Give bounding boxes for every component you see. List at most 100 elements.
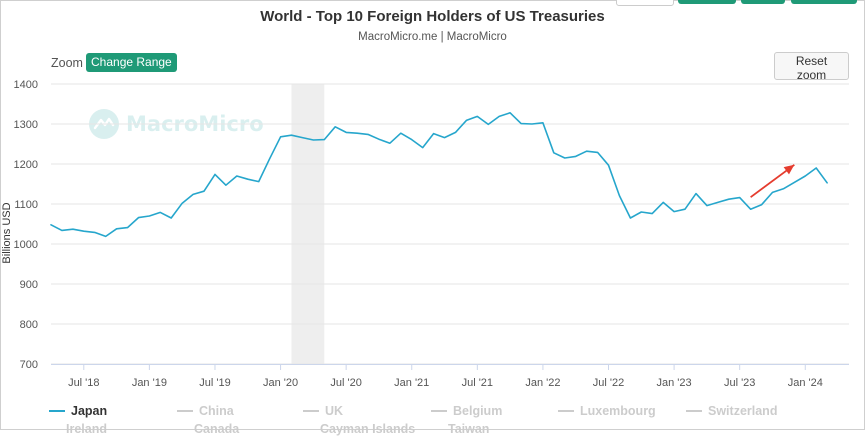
x-tick-label: Jan '24	[788, 377, 823, 389]
data-point	[378, 139, 379, 140]
legend-item-belgium[interactable]: Belgium	[431, 404, 502, 418]
data-point	[783, 188, 784, 189]
data-point	[138, 217, 139, 218]
legend: Japan China UK Belgium Luxembourg Switzerland…	[0, 400, 865, 436]
shaded-range-band	[291, 84, 325, 364]
data-point	[182, 203, 183, 204]
legend-label: Belgium	[453, 404, 503, 418]
data-point	[575, 156, 576, 157]
top-toolbar-button[interactable]	[791, 0, 857, 4]
x-tick-label: Jul '22	[593, 377, 624, 389]
data-point	[280, 136, 281, 137]
legend-swatch	[303, 410, 319, 412]
x-tick-label: Jul '23	[724, 377, 755, 389]
legend-swatch	[49, 410, 65, 412]
x-tick-label: Jan '22	[525, 377, 560, 389]
data-point	[94, 232, 95, 233]
data-point	[531, 123, 532, 124]
data-point	[717, 202, 718, 203]
y-tick-label: 1100	[14, 199, 38, 211]
legend-label: UK	[325, 404, 344, 418]
x-tick-label: Jul '18	[68, 377, 99, 389]
data-point	[488, 124, 489, 125]
data-point	[520, 123, 521, 124]
data-point	[695, 193, 696, 194]
data-point	[149, 215, 150, 216]
legend-item-partial[interactable]: Cayman Islands	[320, 422, 416, 436]
data-point	[728, 199, 729, 200]
x-tick-label: Jan '21	[394, 377, 429, 389]
y-tick-label: 900	[20, 279, 38, 291]
y-tick-label: 1300	[14, 119, 38, 131]
legend-item-switzerland[interactable]: Switzerland	[686, 404, 777, 418]
legend-label: Japan	[71, 404, 108, 418]
data-point	[794, 182, 795, 183]
data-point	[663, 202, 664, 203]
legend-item-partial[interactable]: Ireland	[66, 422, 107, 436]
data-point	[225, 185, 226, 186]
data-point	[61, 230, 62, 231]
legend-swatch	[558, 410, 574, 412]
y-tick-label: 1400	[14, 79, 38, 91]
data-point	[608, 165, 609, 166]
data-point	[236, 175, 237, 176]
data-point	[673, 211, 674, 212]
data-point	[827, 182, 828, 183]
top-toolbar-button[interactable]	[741, 0, 785, 4]
x-tick-label: Jul '21	[462, 377, 493, 389]
x-tick-label: Jan '20	[263, 377, 298, 389]
data-point	[706, 205, 707, 206]
data-point	[761, 204, 762, 205]
legend-item-uk[interactable]: UK	[303, 404, 343, 418]
data-point	[335, 126, 336, 127]
y-tick-label: 700	[20, 359, 38, 371]
top-toolbar-button[interactable]	[616, 0, 674, 6]
data-point	[116, 228, 117, 229]
legend-label: Luxembourg	[580, 404, 656, 418]
x-tick-label: Jan '23	[657, 377, 692, 389]
data-point	[510, 112, 511, 113]
data-point	[641, 211, 642, 212]
data-point	[50, 224, 51, 225]
data-point	[433, 133, 434, 134]
data-point	[444, 137, 445, 138]
data-point	[313, 139, 314, 140]
data-point	[127, 227, 128, 228]
data-point	[619, 195, 620, 196]
data-point	[499, 116, 500, 117]
data-point	[258, 181, 259, 182]
change-range-button[interactable]: Change Range	[86, 53, 177, 72]
y-axis-title: Billions USD	[1, 202, 13, 263]
y-tick-label: 800	[20, 319, 38, 331]
legend-swatch	[686, 410, 702, 412]
data-point	[750, 209, 751, 210]
data-point	[346, 132, 347, 133]
x-tick-label: Jul '19	[199, 377, 230, 389]
data-point	[83, 231, 84, 232]
legend-item-partial[interactable]: Taiwan	[448, 422, 490, 436]
annotation-arrowhead	[783, 164, 795, 175]
data-point	[171, 217, 172, 218]
data-point	[739, 197, 740, 198]
legend-item-partial[interactable]: Canada	[194, 422, 240, 436]
data-point	[816, 167, 817, 168]
data-point	[597, 152, 598, 153]
legend-item-china[interactable]: China	[177, 404, 234, 418]
data-point	[400, 133, 401, 134]
data-point	[105, 236, 106, 237]
data-point	[652, 213, 653, 214]
legend-item-japan[interactable]: Japan	[49, 404, 107, 418]
legend-swatch	[431, 410, 447, 412]
data-point	[356, 133, 357, 134]
series-line-japan	[50, 112, 828, 238]
reset-zoom-button[interactable]: Reset zoom	[774, 52, 849, 82]
legend-label: China	[199, 404, 234, 418]
data-point	[684, 209, 685, 210]
legend-item-luxembourg[interactable]: Luxembourg	[558, 404, 656, 418]
chart-title: World - Top 10 Foreign Holders of US Tre…	[260, 8, 605, 25]
data-point	[772, 192, 773, 193]
top-toolbar-button[interactable]	[678, 0, 736, 4]
data-point	[553, 152, 554, 153]
data-point	[586, 151, 587, 152]
